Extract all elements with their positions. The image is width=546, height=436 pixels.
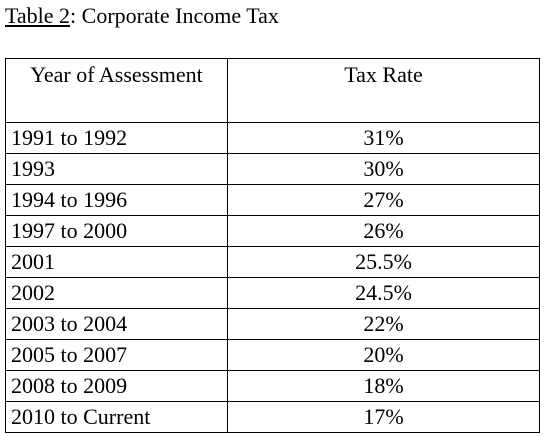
year-cell: 1994 to 1996 — [5, 184, 228, 216]
year-cell: 2003 to 2004 — [5, 308, 228, 340]
rate-cell: 18% — [227, 370, 540, 402]
rate-cell: 30% — [227, 153, 540, 185]
table-header-row: Year of Assessment Tax Rate — [5, 58, 540, 123]
table-caption: Table 2: Corporate Income Tax — [5, 2, 279, 30]
rate-cell: 17% — [227, 401, 540, 433]
header-tax-rate: Tax Rate — [227, 58, 540, 123]
rate-cell: 25.5% — [227, 246, 540, 278]
table-row: 1997 to 2000 26% — [5, 215, 540, 247]
year-cell: 1997 to 2000 — [5, 215, 228, 247]
table-row: 1991 to 1992 31% — [5, 122, 540, 154]
rate-cell: 27% — [227, 184, 540, 216]
rate-cell: 20% — [227, 339, 540, 371]
table-row: 2003 to 2004 22% — [5, 308, 540, 340]
rate-cell: 22% — [227, 308, 540, 340]
year-cell: 2010 to Current — [5, 401, 228, 433]
table-row: 1993 30% — [5, 153, 540, 185]
year-cell: 1991 to 1992 — [5, 122, 228, 154]
rate-cell: 24.5% — [227, 277, 540, 309]
table-row: 2002 24.5% — [5, 277, 540, 309]
table-row: 2005 to 2007 20% — [5, 339, 540, 371]
header-year-of-assessment: Year of Assessment — [5, 58, 228, 123]
rate-cell: 31% — [227, 122, 540, 154]
table-title: : Corporate Income Tax — [70, 3, 279, 28]
rate-cell: 26% — [227, 215, 540, 247]
year-cell: 2001 — [5, 246, 228, 278]
table-row: 2001 25.5% — [5, 246, 540, 278]
year-cell: 1993 — [5, 153, 228, 185]
corporate-income-tax-table: Year of Assessment Tax Rate 1991 to 1992… — [5, 58, 540, 433]
year-cell: 2005 to 2007 — [5, 339, 228, 371]
table-row: 1994 to 1996 27% — [5, 184, 540, 216]
year-cell: 2008 to 2009 — [5, 370, 228, 402]
table-number-label: Table 2 — [5, 3, 71, 28]
table-row: 2010 to Current 17% — [5, 401, 540, 433]
year-cell: 2002 — [5, 277, 228, 309]
table-row: 2008 to 2009 18% — [5, 370, 540, 402]
